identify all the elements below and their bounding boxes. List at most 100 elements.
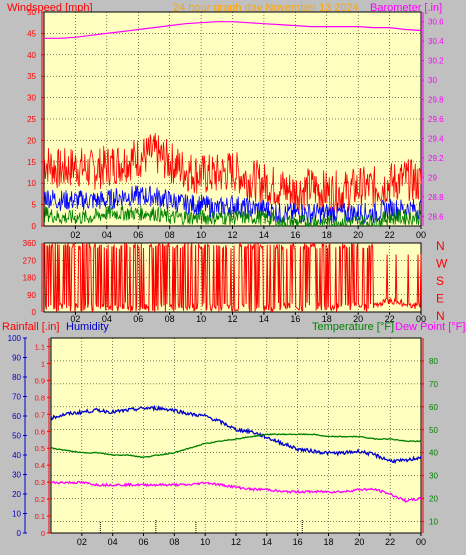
x-tick-label: 10 — [196, 230, 206, 240]
y-tick-label: 45 — [27, 29, 36, 38]
windspeed-ticks: 0 5 10 15 20 25 30 35 40 45 50 — [27, 8, 44, 231]
rain-tick-label: 0.5 — [35, 444, 45, 453]
x-tick-label: 02 — [77, 537, 87, 547]
humidity-tick-label: 100 — [8, 334, 22, 343]
humidity-tick-label: 20 — [12, 490, 21, 499]
humidity-axis-title: Humidity — [66, 321, 109, 333]
x-tick-label: 06 — [133, 230, 143, 240]
x-tick-label: 16 — [290, 230, 300, 240]
rainfall-axis-title: Rainfall [.in] — [2, 321, 59, 333]
y2-tick-label: 29.4 — [428, 134, 444, 143]
y2-tick-label: 30.4 — [428, 37, 444, 46]
rain-tick-label: 0.8 — [35, 393, 45, 402]
y-tick-label: 30 — [27, 94, 36, 103]
x-tick-label: 10 — [196, 314, 206, 324]
rain-ticks: 0 0.1 0.2 0.3 0.4 0.5 0.6 0.7 0.8 0.9 1 1.1 — [35, 338, 51, 538]
x-tick-label: 22 — [385, 537, 395, 547]
temp-tick-label: 20 — [429, 495, 438, 504]
humidity-tick-label: 60 — [12, 412, 21, 421]
humidity-ticks: 0 10 20 30 40 50 60 70 80 90 100 — [8, 334, 27, 538]
x-tick-label: 00 — [416, 537, 426, 547]
rain-tick-label: 0 — [41, 529, 45, 538]
humidity-tick-label: 40 — [12, 451, 21, 460]
y2-tick-label: 29.2 — [428, 154, 444, 163]
y-tick-label: 40 — [27, 51, 36, 60]
x-tick-label: 04 — [108, 537, 118, 547]
y-tick-label: 0 — [32, 222, 37, 231]
wind-plot-area — [43, 11, 422, 227]
gust-series-line — [43, 132, 422, 214]
temp-tick-label: 60 — [429, 403, 438, 412]
x-tick-label: 08 — [165, 314, 175, 324]
wind-series — [43, 21, 422, 228]
direction-series-line — [43, 241, 422, 314]
barometer-axis-title: Barometer [.in] — [370, 2, 442, 14]
x-tick-label: 14 — [262, 537, 272, 547]
compass-label: S — [436, 274, 444, 288]
x-tick-label: 16 — [290, 314, 300, 324]
compass-label: N — [436, 309, 445, 323]
y2-tick-label: 29.6 — [428, 115, 444, 124]
x-tick-label: 00 — [416, 230, 426, 240]
y2-tick-label: 29.8 — [428, 96, 444, 105]
temp-tick-label: 70 — [429, 380, 438, 389]
temp-tick-label: 50 — [429, 426, 438, 435]
x-tick-label: 12 — [227, 314, 237, 324]
y-tick-label: 25 — [27, 115, 36, 124]
y-tick-label: 50 — [27, 8, 36, 17]
x-tick-label: 18 — [322, 314, 332, 324]
rain-tick-label: 0.2 — [35, 495, 45, 504]
wind-low-series-line — [43, 205, 422, 228]
rain-tick-label: 0.4 — [35, 461, 45, 470]
dewpoint-axis-title: Dew Point [°F] — [395, 321, 465, 333]
y2-tick-label: 30 — [428, 76, 437, 85]
humidity-tick-label: 90 — [12, 354, 21, 363]
wind-x-ticks: 02 04 06 08 10 12 14 16 18 20 22 00 — [70, 226, 426, 240]
compass-label: E — [436, 292, 444, 306]
chart-title: 24 hour graph day November 13 2024 — [173, 2, 359, 14]
x-tick-label: 08 — [169, 537, 179, 547]
y2-tick-label: 29 — [428, 173, 437, 182]
temperature-series-line — [50, 433, 422, 458]
x-tick-label: 12 — [227, 230, 237, 240]
y-tick-label: 270 — [23, 256, 37, 265]
compass-label: W — [436, 257, 448, 271]
temp-x-ticks: 02 04 06 08 10 12 14 16 18 20 22 00 — [77, 533, 426, 547]
y-tick-label: 10 — [27, 179, 36, 188]
y2-tick-label: 28.6 — [428, 212, 444, 221]
y-tick-label: 35 — [27, 72, 36, 81]
y2-tick-label: 30.2 — [428, 57, 444, 66]
x-tick-label: 04 — [102, 314, 112, 324]
temp-series — [50, 404, 422, 533]
x-tick-label: 18 — [322, 230, 332, 240]
rain-tick-label: 1.1 — [35, 342, 45, 351]
direction-series — [43, 241, 422, 314]
humidity-tick-label: 80 — [12, 373, 21, 382]
x-tick-label: 02 — [70, 314, 80, 324]
direction-x-ticks: 02 04 06 08 10 12 14 16 18 20 22 00 — [70, 312, 426, 324]
x-tick-label: 18 — [323, 537, 333, 547]
x-tick-label: 22 — [385, 230, 395, 240]
x-tick-label: 14 — [259, 230, 269, 240]
x-tick-label: 08 — [165, 230, 175, 240]
rain-tick-label: 0.3 — [35, 478, 45, 487]
wind-avg-series-line — [43, 185, 422, 224]
x-tick-label: 10 — [200, 537, 210, 547]
temp-tick-label: 10 — [429, 518, 438, 527]
x-tick-label: 20 — [354, 537, 364, 547]
temperature-ticks: 10 20 30 40 50 60 70 80 — [421, 338, 438, 533]
x-tick-label: 14 — [259, 314, 269, 324]
x-tick-label: 04 — [102, 230, 112, 240]
y-tick-label: 360 — [23, 239, 37, 248]
rain-tick-label: 0.7 — [35, 410, 45, 419]
temp-tick-label: 80 — [429, 357, 438, 366]
temp-tick-label: 40 — [429, 449, 438, 458]
dewpoint-series-line — [50, 480, 422, 504]
y-tick-label: 15 — [27, 158, 36, 167]
temp-grid — [51, 338, 422, 533]
x-tick-label: 06 — [138, 537, 148, 547]
windspeed-axis-title: Windspeed [mph] — [7, 2, 93, 14]
y2-tick-label: 30.6 — [428, 18, 444, 27]
temperature-axis-title: Temperature [°F] — [312, 321, 394, 333]
